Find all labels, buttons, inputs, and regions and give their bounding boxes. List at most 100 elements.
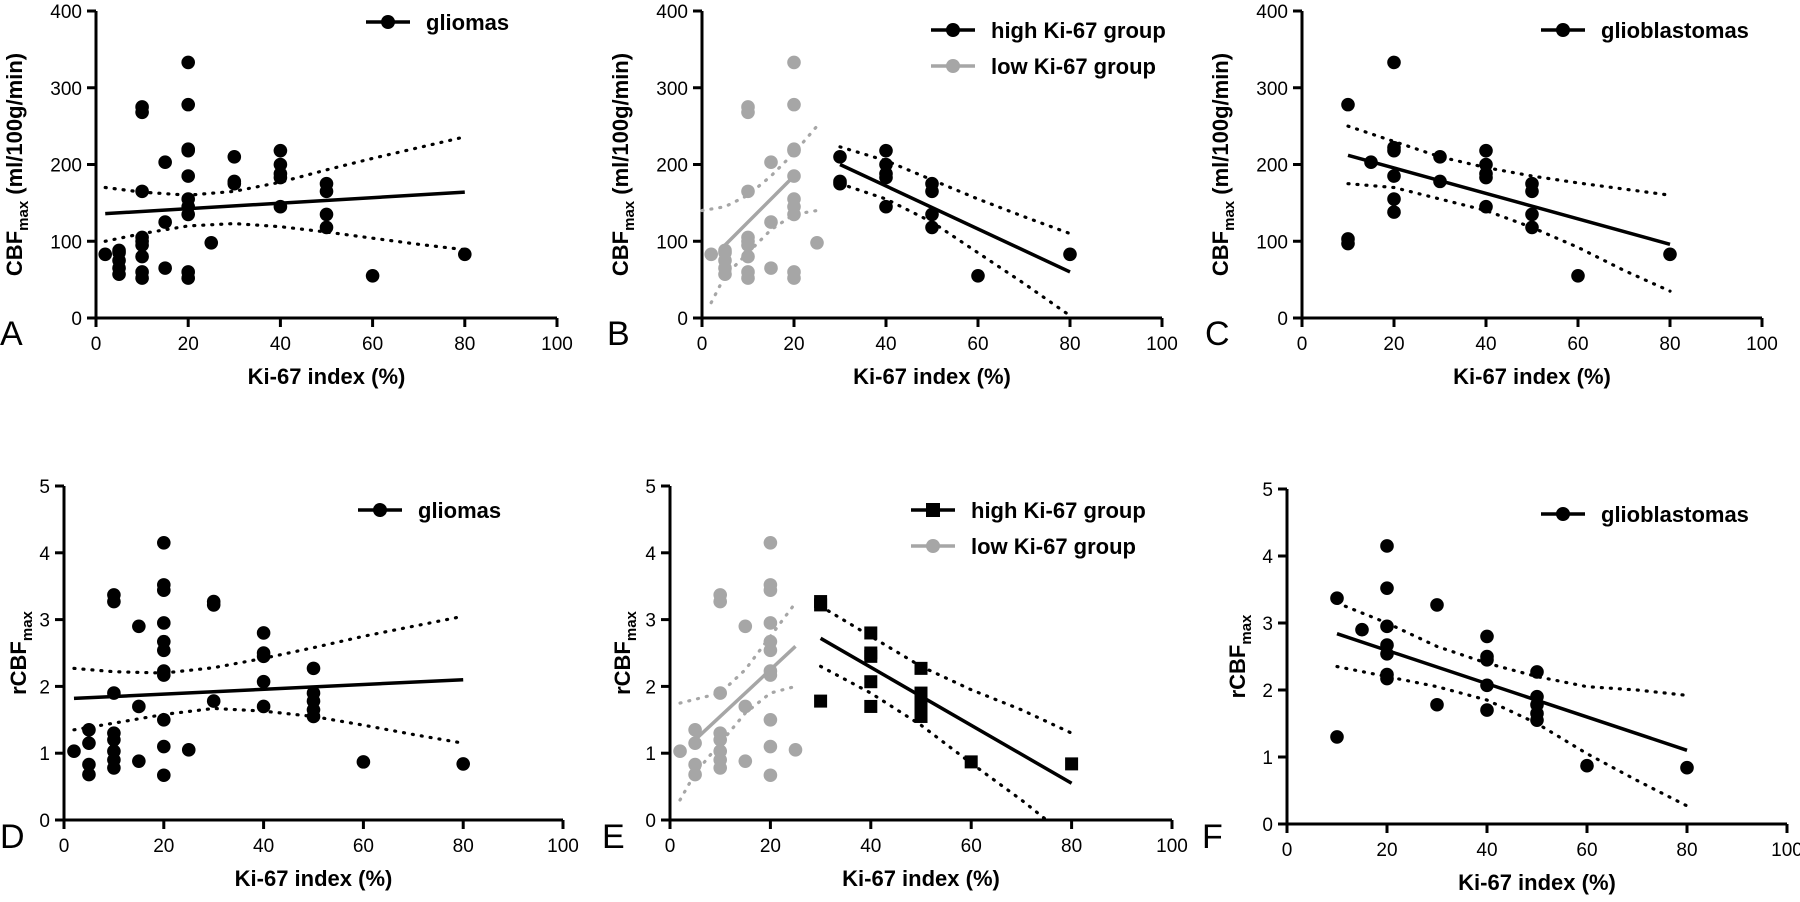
data-point xyxy=(1387,169,1401,183)
y-tick-label: 100 xyxy=(50,232,82,253)
data-point xyxy=(864,699,878,713)
legend-marker xyxy=(946,59,960,73)
x-tick-label: 20 xyxy=(760,836,781,857)
data-point xyxy=(132,699,146,714)
y-tick-label: 3 xyxy=(645,611,656,632)
data-point xyxy=(227,176,242,191)
data-point xyxy=(718,267,732,282)
data-point xyxy=(741,271,755,285)
data-point xyxy=(1387,205,1401,219)
data-point xyxy=(319,207,334,222)
x-tick-label: 40 xyxy=(253,836,274,857)
y-tick-label: 3 xyxy=(39,611,50,632)
ci-upper-band xyxy=(1346,124,1672,197)
data-point xyxy=(1063,247,1077,262)
x-axis-label: Ki-67 index (%) xyxy=(1453,364,1611,389)
data-point xyxy=(1479,170,1493,185)
data-point xyxy=(82,723,96,737)
y-axis-label-subscript: max xyxy=(623,610,640,641)
x-tick-label: 100 xyxy=(1771,840,1800,861)
data-point xyxy=(306,709,321,724)
data-point xyxy=(107,761,121,775)
y-tick-label: 400 xyxy=(656,2,688,23)
legend-label: gliomas xyxy=(418,498,501,523)
x-tick-label: 100 xyxy=(541,334,573,355)
data-point xyxy=(1433,174,1447,189)
y-tick-label: 0 xyxy=(1262,815,1273,836)
y-tick-label: 4 xyxy=(1262,547,1273,568)
y-axis-label-subscript: max xyxy=(15,200,32,231)
ci-upper-band xyxy=(818,604,1074,735)
y-tick-label: 0 xyxy=(39,811,50,832)
data-point xyxy=(1525,184,1539,199)
data-point xyxy=(157,668,171,682)
ci-lower-band xyxy=(72,706,465,745)
ci-upper-band xyxy=(1335,601,1689,697)
data-point xyxy=(365,268,380,283)
x-tick-label: 80 xyxy=(453,836,474,857)
data-point xyxy=(306,661,321,676)
legend-label: gliomas xyxy=(426,10,509,35)
x-tick-label: 0 xyxy=(697,334,708,355)
data-point xyxy=(688,736,702,750)
data-point xyxy=(879,170,893,185)
data-point xyxy=(135,105,149,120)
data-point xyxy=(738,754,753,769)
y-tick-label: 1 xyxy=(1262,748,1273,769)
y-tick-label: 300 xyxy=(1256,79,1288,100)
x-tick-label: 100 xyxy=(1156,836,1188,857)
data-point xyxy=(864,649,878,663)
data-point xyxy=(764,261,778,275)
y-axis-label-subscript: max xyxy=(621,200,638,231)
data-point xyxy=(158,155,172,169)
data-point xyxy=(1364,155,1378,169)
data-point xyxy=(1525,207,1539,222)
data-point xyxy=(273,170,288,185)
regression-line xyxy=(73,677,464,701)
y-axis-label-unit: (ml/100g/min) xyxy=(1208,53,1233,201)
data-point xyxy=(879,143,893,158)
data-point xyxy=(256,674,271,689)
legend-label: low Ki-67 group xyxy=(991,54,1156,79)
data-point xyxy=(1330,730,1344,744)
y-axis-label-main: CBF xyxy=(608,231,633,276)
data-point xyxy=(1480,703,1494,717)
data-point xyxy=(319,220,334,235)
series-glioblastomas xyxy=(1330,539,1694,808)
legend-entry: glioblastomas xyxy=(1541,18,1749,43)
data-point xyxy=(763,768,778,783)
y-tick-label: 400 xyxy=(1256,2,1288,23)
data-point xyxy=(788,743,803,757)
ci-lower-band xyxy=(103,221,467,252)
x-tick-label: 100 xyxy=(1146,334,1178,355)
data-point xyxy=(256,649,271,664)
data-point xyxy=(787,169,801,183)
y-tick-label: 4 xyxy=(645,544,656,565)
y-axis-label-main: rCBF xyxy=(1225,645,1250,699)
data-point xyxy=(1580,758,1594,773)
y-tick-label: 3 xyxy=(1262,614,1273,635)
y-tick-label: 200 xyxy=(1256,156,1288,177)
x-tick-label: 100 xyxy=(1746,334,1778,355)
data-point xyxy=(713,761,727,775)
data-point xyxy=(181,169,195,183)
x-tick-label: 40 xyxy=(875,334,896,355)
y-tick-label: 300 xyxy=(656,79,688,100)
legend-label: glioblastomas xyxy=(1601,502,1749,527)
y-axis-label-subscript: max xyxy=(19,610,36,641)
data-point xyxy=(1380,619,1394,634)
data-point xyxy=(227,150,242,164)
y-tick-label: 0 xyxy=(677,309,688,330)
regression-line xyxy=(1336,632,1688,752)
series-glioblastomas xyxy=(1341,55,1677,293)
y-axis-label-main: rCBF xyxy=(6,641,31,695)
panel-label: D xyxy=(0,818,25,856)
data-point xyxy=(181,207,195,222)
data-point xyxy=(741,105,755,120)
data-point xyxy=(181,143,195,158)
data-point xyxy=(738,619,753,634)
data-point xyxy=(787,143,801,158)
ci-upper-band xyxy=(838,145,1072,236)
data-point xyxy=(925,207,939,222)
